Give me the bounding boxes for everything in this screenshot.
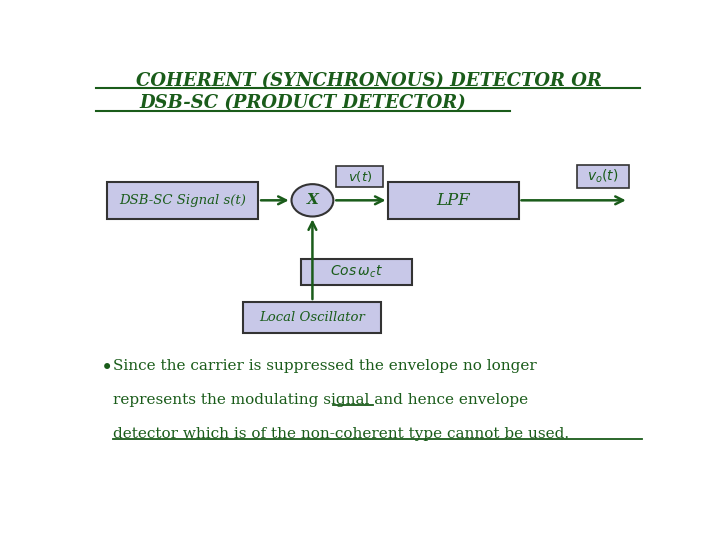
Text: LPF: LPF: [436, 192, 470, 209]
Text: $v_o(t)$: $v_o(t)$: [588, 168, 619, 185]
FancyBboxPatch shape: [577, 165, 629, 188]
Text: X: X: [307, 193, 318, 207]
FancyBboxPatch shape: [336, 166, 383, 187]
FancyBboxPatch shape: [107, 182, 258, 219]
FancyBboxPatch shape: [301, 259, 412, 285]
Text: $Cos\,\omega_c t$: $Cos\,\omega_c t$: [330, 264, 382, 280]
Text: Local Oscillator: Local Oscillator: [259, 311, 365, 324]
FancyBboxPatch shape: [388, 182, 518, 219]
Text: DSB-SC (PRODUCT DETECTOR): DSB-SC (PRODUCT DETECTOR): [140, 94, 467, 112]
Text: represents the modulating signal and hence envelope: represents the modulating signal and hen…: [113, 393, 528, 407]
Text: DSB-SC Signal s(t): DSB-SC Signal s(t): [120, 194, 246, 207]
Text: COHERENT (SYNCHRONOUS) DETECTOR OR: COHERENT (SYNCHRONOUS) DETECTOR OR: [136, 72, 602, 91]
Text: detector which is of the non-coherent type cannot be used.: detector which is of the non-coherent ty…: [113, 427, 570, 441]
Text: •: •: [101, 359, 113, 378]
Ellipse shape: [292, 184, 333, 217]
Text: Since the carrier is suppressed the envelope no longer: Since the carrier is suppressed the enve…: [113, 359, 537, 373]
Text: $v(t)$: $v(t)$: [348, 170, 372, 184]
FancyBboxPatch shape: [243, 302, 382, 333]
